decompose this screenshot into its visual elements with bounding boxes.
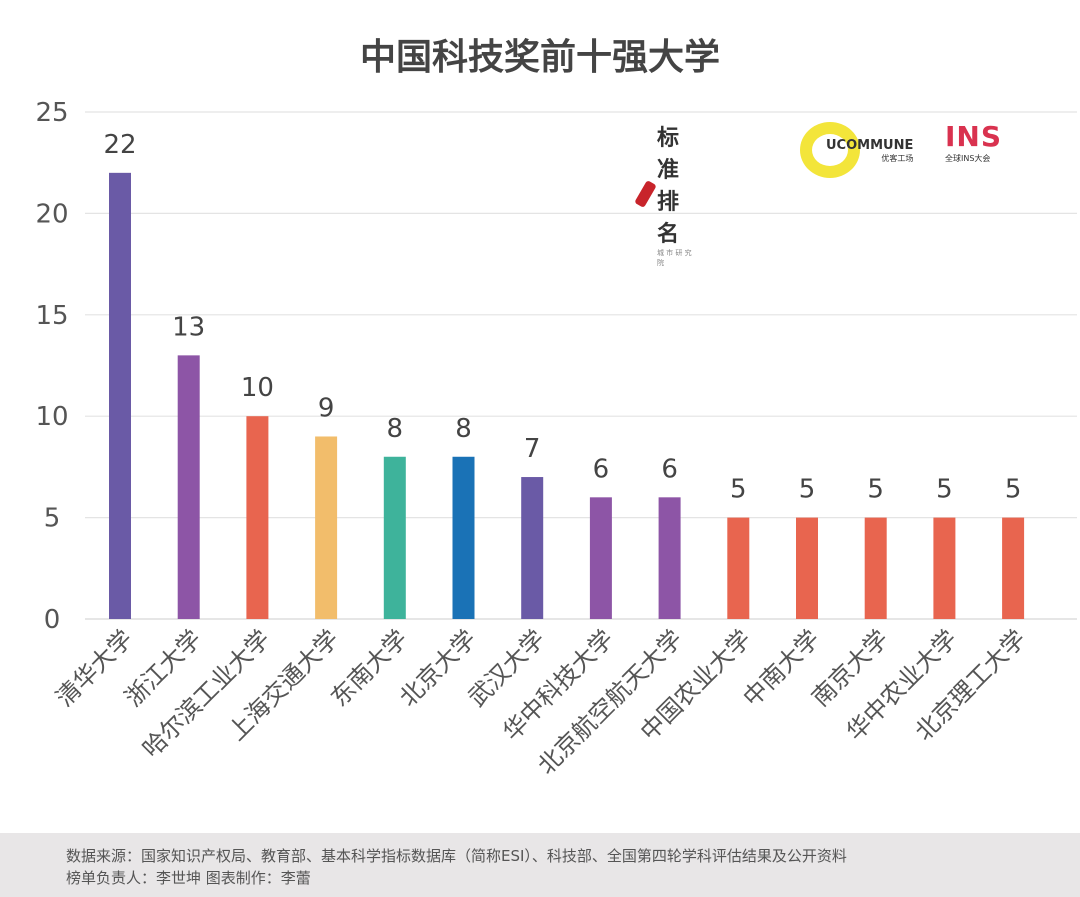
y-tick-label: 25 <box>35 98 68 128</box>
y-tick-label: 10 <box>35 402 68 432</box>
logo-ucommune-text: UCOMMUNE <box>826 138 914 153</box>
bar <box>864 517 887 619</box>
logo-biaozhun: 标准排名 城 市 研 究 院 <box>634 120 694 268</box>
data-label: 8 <box>387 414 404 444</box>
bar-chart: 051015202522清华大学13浙江大学10哈尔滨工业大学9上海交通大学8东… <box>35 98 1077 780</box>
chart-title: 中国科技奖前十强大学 <box>359 37 720 78</box>
y-tick-label: 5 <box>44 504 61 534</box>
y-tick-label: 20 <box>35 199 68 229</box>
bar <box>727 517 750 619</box>
footer: 数据来源：国家知识产权局、教育部、基本科学指标数据库（简称ESI）、科技部、全国… <box>0 833 1080 897</box>
y-tick-label: 15 <box>35 301 68 331</box>
data-label: 6 <box>661 454 678 484</box>
bar <box>177 355 200 619</box>
bar <box>383 456 406 619</box>
logo-biaozhun-sub: 城 市 研 究 院 <box>656 249 692 267</box>
data-label: 5 <box>730 475 747 505</box>
data-label: 22 <box>103 130 136 160</box>
bar <box>246 416 269 619</box>
bar <box>452 456 475 619</box>
bar <box>1002 517 1025 619</box>
bar <box>521 477 544 619</box>
logo-ucommune-sub: 优客工场 <box>881 154 914 163</box>
data-label: 5 <box>799 475 816 505</box>
logo-ins: INS 全球INS大会 <box>945 120 1002 164</box>
logo-ucommune: UCOMMUNE 优客工场 <box>800 120 914 178</box>
data-label: 10 <box>241 373 274 403</box>
data-label: 5 <box>867 475 884 505</box>
logo-biaozhun-text: 标准排名 <box>656 126 679 247</box>
data-label: 13 <box>172 312 205 342</box>
bar <box>315 436 338 619</box>
data-label: 8 <box>455 414 472 444</box>
logo-ins-sub: 全球INS大会 <box>945 154 991 163</box>
footer-credits: 榜单负责人：李世坤 图表制作：李蕾 <box>66 869 311 887</box>
data-label: 5 <box>1005 475 1022 505</box>
bar <box>109 172 131 619</box>
bar <box>658 497 681 619</box>
data-label: 6 <box>593 454 610 484</box>
footer-source: 数据来源：国家知识产权局、教育部、基本科学指标数据库（简称ESI）、科技部、全国… <box>66 847 847 865</box>
data-label: 5 <box>936 475 953 505</box>
logo-ins-text: INS <box>945 120 1003 153</box>
bar <box>796 517 818 619</box>
data-label: 9 <box>318 393 335 423</box>
y-tick-label: 0 <box>44 605 61 635</box>
data-label: 7 <box>524 434 541 464</box>
bar <box>589 497 612 619</box>
bar <box>933 517 956 619</box>
